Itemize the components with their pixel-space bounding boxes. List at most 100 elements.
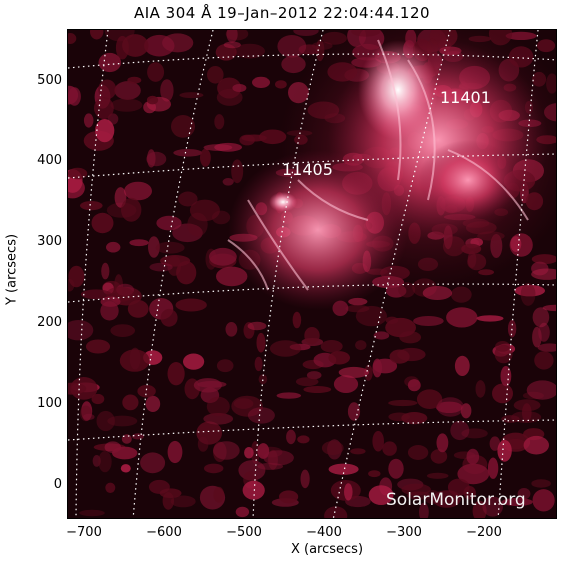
- network-cell: [388, 399, 418, 407]
- network-cell: [81, 401, 93, 421]
- network-cell: [435, 401, 463, 413]
- network-cell: [372, 358, 383, 378]
- network-cell: [213, 441, 240, 460]
- network-cell: [79, 509, 105, 517]
- network-cell: [68, 85, 79, 105]
- network-cell: [244, 447, 254, 459]
- network-cell: [124, 181, 152, 201]
- network-cell: [127, 76, 142, 84]
- network-cell: [146, 95, 159, 105]
- network-cell: [170, 495, 196, 508]
- x-tick-label: −300: [386, 525, 422, 540]
- network-cell: [537, 343, 556, 352]
- network-cell: [407, 491, 431, 500]
- network-cell: [338, 366, 370, 378]
- active-region-label-11401: 11401: [440, 88, 491, 107]
- network-cell: [350, 448, 366, 455]
- network-cell: [206, 396, 230, 417]
- network-cell: [372, 430, 385, 452]
- network-cell: [145, 395, 161, 412]
- network-cell: [373, 331, 390, 340]
- network-cell: [537, 39, 556, 53]
- network-cell: [212, 210, 231, 225]
- network-cell: [231, 159, 244, 184]
- network-cell: [466, 448, 480, 465]
- network-cell: [91, 212, 114, 234]
- network-cell: [155, 241, 185, 254]
- network-cell: [216, 266, 248, 287]
- network-cell: [171, 115, 195, 138]
- network-cell: [91, 393, 105, 405]
- network-cell: [189, 199, 220, 222]
- network-cell: [121, 434, 132, 444]
- y-tick-label: 0: [53, 477, 62, 492]
- network-cell: [122, 34, 149, 57]
- network-cell: [68, 265, 85, 288]
- network-cell: [98, 450, 112, 473]
- network-cell: [239, 134, 255, 146]
- network-cell: [216, 88, 243, 106]
- network-cell: [167, 362, 185, 386]
- network-cell: [250, 441, 260, 464]
- network-cell: [156, 215, 182, 231]
- network-cell: [304, 327, 320, 345]
- network-cell: [197, 436, 209, 452]
- network-cell: [107, 415, 138, 427]
- y-tick-label: 500: [37, 73, 62, 88]
- network-cell: [207, 66, 224, 84]
- network-cell: [300, 469, 310, 489]
- network-cell: [96, 410, 115, 432]
- network-cell: [460, 403, 472, 419]
- network-cell: [497, 439, 512, 462]
- network-cell: [388, 458, 404, 479]
- network-cell: [213, 486, 225, 503]
- network-cell: [90, 30, 104, 40]
- network-cell: [328, 463, 359, 475]
- network-cell: [68, 382, 87, 395]
- network-cell: [277, 35, 307, 58]
- network-cell: [79, 405, 92, 422]
- network-cell: [281, 55, 306, 74]
- network-cell: [517, 488, 531, 500]
- network-cell: [68, 320, 94, 341]
- network-cell: [94, 97, 114, 120]
- network-cell: [426, 472, 449, 479]
- network-cell: [475, 380, 486, 398]
- network-cell: [232, 84, 247, 92]
- network-cell: [104, 30, 135, 42]
- network-cell: [492, 383, 513, 404]
- x-tick-label: −400: [306, 525, 342, 540]
- y-axis-label: Y (arcsecs): [4, 233, 20, 306]
- network-cell: [129, 239, 149, 247]
- network-cell: [254, 356, 263, 372]
- network-cell: [347, 402, 361, 421]
- x-tick-label: −500: [226, 525, 262, 540]
- network-cell: [258, 374, 268, 385]
- network-cell: [450, 420, 470, 441]
- network-cell: [482, 496, 504, 517]
- network-cell: [247, 407, 275, 424]
- network-cell: [263, 450, 294, 466]
- network-cell: [472, 500, 487, 518]
- network-cell: [523, 435, 549, 455]
- network-cell: [276, 392, 301, 399]
- network-cell: [80, 289, 112, 300]
- network-cell: [214, 114, 225, 130]
- network-cell: [137, 384, 156, 398]
- network-cell: [100, 296, 121, 307]
- network-cell: [407, 445, 429, 460]
- network-cell: [234, 43, 265, 59]
- network-cell: [303, 386, 332, 393]
- network-cell: [487, 457, 499, 479]
- network-cell: [95, 119, 115, 143]
- network-cell: [183, 353, 205, 370]
- network-cell: [131, 433, 144, 440]
- network-cell: [436, 433, 449, 453]
- network-cell: [226, 30, 238, 43]
- network-cell: [98, 52, 122, 73]
- network-cell: [501, 497, 533, 507]
- network-cell: [148, 236, 160, 258]
- network-cell: [416, 389, 443, 410]
- network-cell: [83, 113, 94, 128]
- network-cell: [368, 470, 381, 478]
